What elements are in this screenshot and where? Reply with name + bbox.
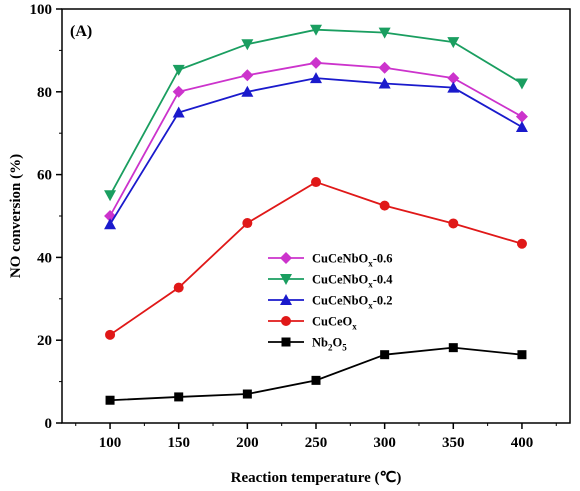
y-axis-title: NO conversion (%) [8,154,24,278]
data-point [242,218,253,229]
data-point [517,350,527,360]
x-tick-label: 100 [99,435,122,451]
data-point [172,64,185,76]
series-line [109,28,523,196]
legend-item: CuCeNbOx-0.6 [268,252,393,269]
data-point [104,218,117,230]
series-CuCeNbOx-0.2 [104,72,528,230]
data-point [447,37,460,49]
legend-item: Nb2O5 [268,336,347,353]
data-point [310,72,322,84]
legend-marker [280,274,292,285]
data-point [448,343,458,353]
y-tick-label: 0 [45,416,53,432]
data-point [241,85,254,97]
x-tick-label: 400 [511,435,534,451]
legend-marker [280,252,292,264]
x-tick-label: 350 [442,435,465,451]
data-point [516,238,527,249]
data-point [311,177,321,188]
legend-item: CuCeOx [268,315,357,332]
panel-label: (A) [70,23,92,40]
data-point [515,120,528,132]
data-point [242,389,252,399]
y-tick-label: 100 [30,2,53,18]
legend: CuCeNbOx-0.6 CuCeNbOx-0.4 CuCeNbOx-0.2 CuCe… [268,252,393,353]
data-point [172,85,185,98]
data-point [241,69,254,82]
data-point [379,200,390,211]
legend-marker [280,294,292,305]
legend-item: CuCeNbOx-0.4 [268,273,393,290]
series-Nb2O5 [105,343,527,405]
data-point [447,72,460,85]
data-point [378,27,391,39]
y-tick-label: 60 [37,168,52,184]
legend-label: CuCeOx [312,315,357,332]
y-tick-label: 80 [37,85,52,101]
data-point [380,350,390,360]
y-tick-label: 40 [37,250,52,266]
data-point [105,329,116,340]
series-line [110,346,523,402]
data-point [515,78,528,90]
legend-label: CuCeNbOx-0.4 [312,273,393,290]
legend-marker [281,337,291,347]
data-point [515,110,528,123]
legend-marker [281,316,291,326]
series-line [109,77,523,225]
data-point [310,56,322,69]
data-point [448,218,459,229]
legend-item: CuCeNbOx-0.2 [268,294,393,311]
x-tick-label: 250 [305,435,328,451]
x-tick-label: 200 [236,435,259,451]
data-point [311,375,321,385]
series-CuCeNbOx-0.6 [104,56,528,222]
data-point [104,190,117,202]
data-point [105,395,115,405]
data-point [310,24,322,36]
legend-label: CuCeNbOx-0.2 [312,294,393,311]
series-CuCeNbOx-0.4 [104,24,528,202]
data-point [378,77,391,89]
data-point [241,39,254,51]
series-CuCeOx [105,177,527,340]
plot-marks [104,24,528,405]
axes: 100 150 200 250 300 350 400 0 20 40 60 80 100 [30,2,557,451]
data-point [378,61,391,74]
plot-frame [61,8,571,424]
data-point [447,81,460,93]
x-tick-label: 150 [167,435,190,451]
y-tick-label: 20 [37,333,52,349]
data-point [174,392,184,402]
x-axis-title: Reaction temperature (℃) [231,470,402,486]
series-line [109,61,523,217]
x-tick-label: 300 [373,435,396,451]
legend-label: CuCeNbOx-0.6 [312,252,393,269]
data-point [172,106,185,118]
legend-label: Nb2O5 [312,336,347,353]
data-point [173,282,184,293]
